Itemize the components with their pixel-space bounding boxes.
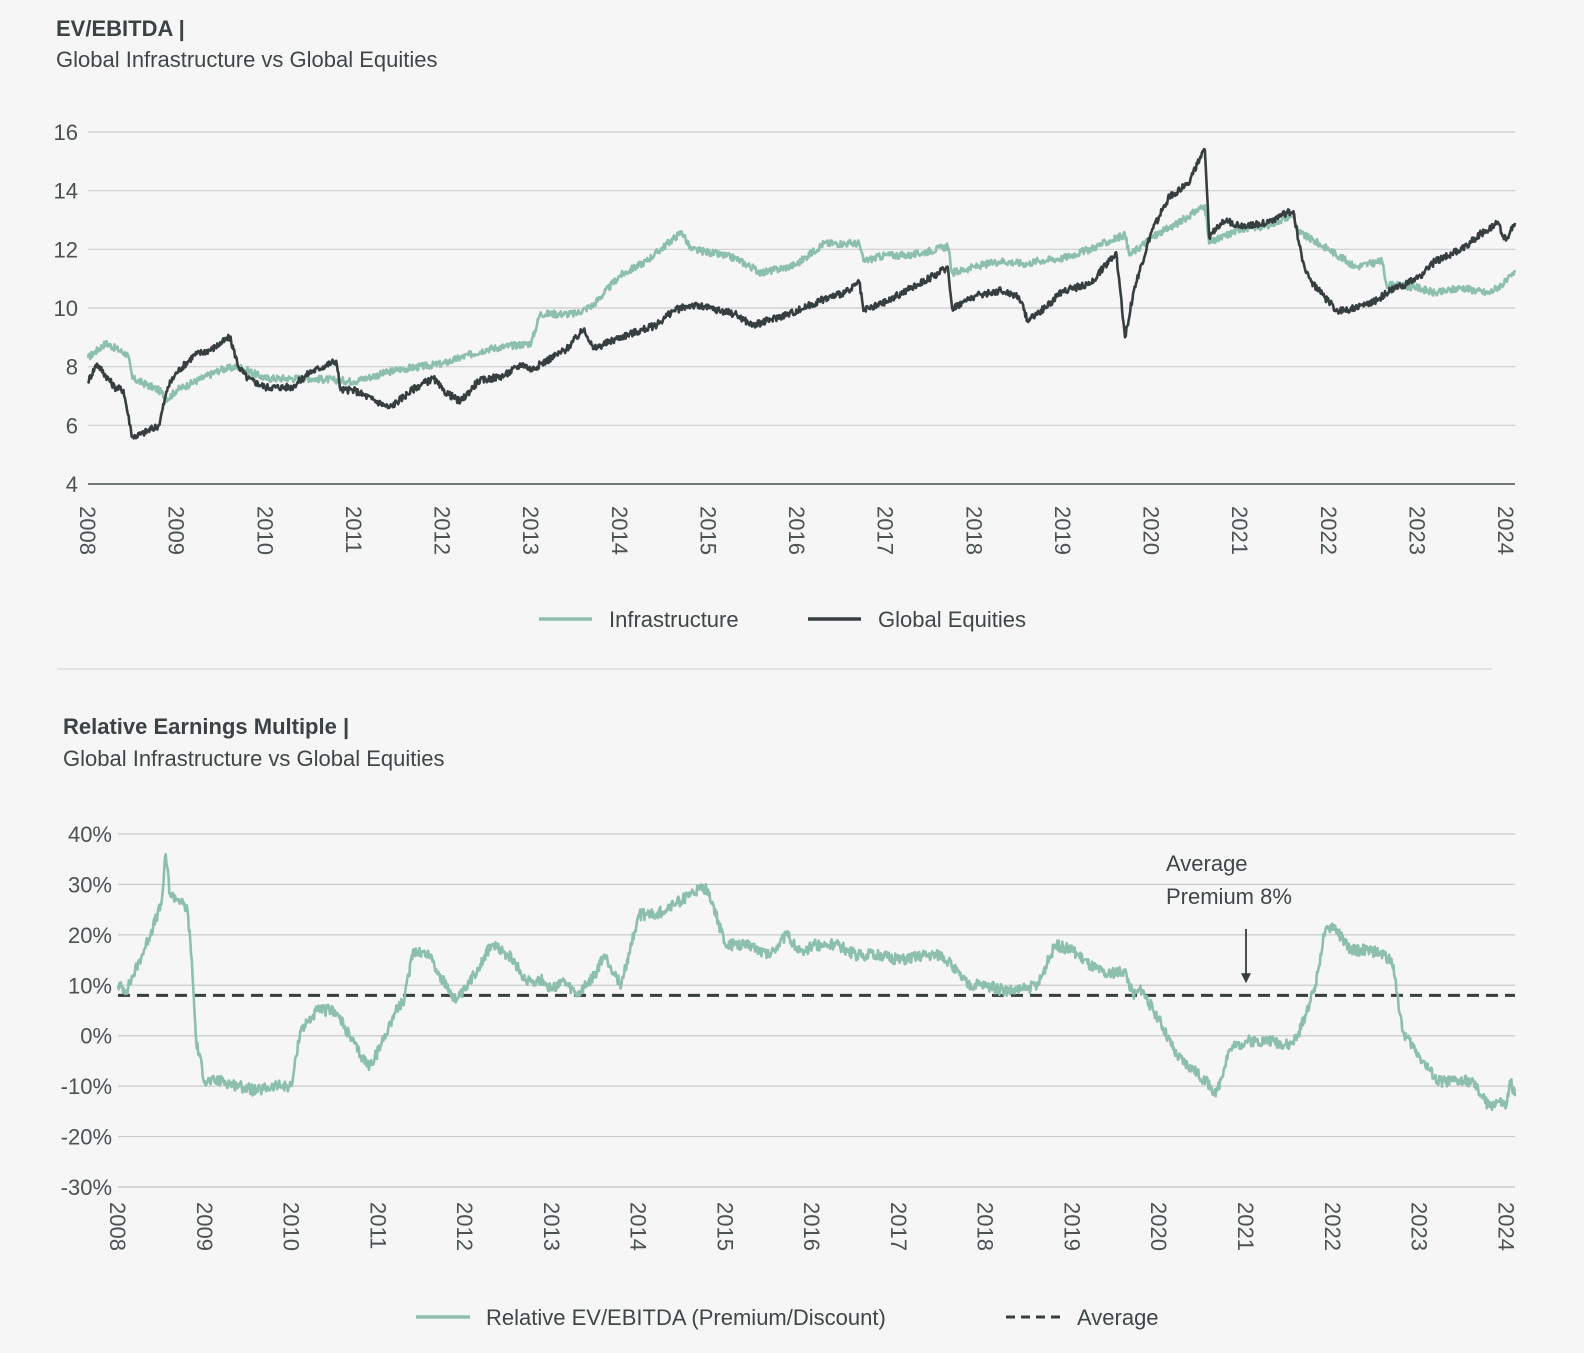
chart1-title: EV/EBITDA | <box>56 16 185 41</box>
x-tick-label: 2009 <box>164 506 189 555</box>
x-tick-label: 2012 <box>430 506 455 555</box>
x-tick-label: 2019 <box>1059 1202 1084 1251</box>
x-tick-label: 2011 <box>341 506 366 553</box>
x-tick-label: 2018 <box>973 1202 998 1251</box>
legend-label-average: Average <box>1077 1305 1159 1330</box>
y-tick-label: 20% <box>68 923 112 948</box>
x-tick-label: 2016 <box>799 1202 824 1251</box>
x-tick-label: 2014 <box>607 506 632 555</box>
x-tick-label: 2013 <box>518 506 543 555</box>
x-tick-label: 2009 <box>192 1202 217 1251</box>
x-tick-label: 2024 <box>1493 1202 1518 1251</box>
y-tick-label: 10% <box>68 973 112 998</box>
x-tick-label: 2008 <box>75 506 100 555</box>
x-tick-label: 2014 <box>626 1202 651 1251</box>
x-tick-label: 2024 <box>1493 506 1518 555</box>
y-tick-label: 4 <box>66 472 78 497</box>
x-tick-label: 2016 <box>784 506 809 555</box>
y-tick-label: 40% <box>68 822 112 847</box>
chart2-subtitle: Global Infrastructure vs Global Equities <box>63 746 445 771</box>
y-tick-label: 10 <box>54 296 78 321</box>
x-tick-label: 2019 <box>1050 506 1075 555</box>
x-tick-label: 2021 <box>1233 1202 1258 1251</box>
y-tick-label: 8 <box>66 355 78 380</box>
y-tick-label: 12 <box>54 237 78 262</box>
series-line-infrastructure <box>86 204 1517 403</box>
chart2-title: Relative Earnings Multiple | <box>63 714 349 739</box>
x-tick-label: 2017 <box>886 1202 911 1251</box>
x-tick-label: 2015 <box>695 506 720 555</box>
x-tick-label: 2020 <box>1139 506 1164 555</box>
legend-label-infrastructure: Infrastructure <box>609 607 739 632</box>
chart1-plot: 4 6 8 10 12 14 16 2008 2009 2010 2011 2012 2013 2014 2… <box>54 120 1519 555</box>
y-tick-label: -30% <box>61 1175 112 1200</box>
x-tick-label: 2008 <box>105 1202 130 1251</box>
x-tick-label: 2023 <box>1405 506 1430 555</box>
x-tick-label: 2010 <box>252 506 277 555</box>
annotation-arrowhead <box>1241 973 1252 984</box>
y-tick-label: 0% <box>80 1024 112 1049</box>
chart2-plot: -30% -20% -10% 0% 10% 20% 30% 40% 2008 2009 2010 20… <box>61 822 1519 1251</box>
x-tick-label: 2011 <box>365 1202 390 1249</box>
series-line-global-equities <box>86 147 1517 440</box>
x-tick-label: 2018 <box>961 506 986 555</box>
x-tick-label: 2021 <box>1227 506 1252 555</box>
y-tick-label: -10% <box>61 1074 112 1099</box>
x-tick-label: 2017 <box>873 506 898 555</box>
x-tick-label: 2020 <box>1146 1202 1171 1251</box>
annotation-line2: Premium 8% <box>1166 884 1292 909</box>
x-tick-label: 2010 <box>279 1202 304 1251</box>
y-tick-label: -20% <box>61 1125 112 1150</box>
x-tick-label: 2012 <box>452 1202 477 1251</box>
annotation-line1: Average <box>1166 851 1248 876</box>
chart1-subtitle: Global Infrastructure vs Global Equities <box>56 47 438 72</box>
x-tick-label: 2022 <box>1316 506 1341 555</box>
x-tick-label: 2015 <box>712 1202 737 1251</box>
y-tick-label: 30% <box>68 872 112 897</box>
x-tick-label: 2023 <box>1407 1202 1432 1251</box>
legend-label-relative: Relative EV/EBITDA (Premium/Discount) <box>486 1305 886 1330</box>
x-tick-label: 2022 <box>1320 1202 1345 1251</box>
series-line-relative-ev-ebitda-premium-discount <box>116 852 1517 1112</box>
x-tick-label: 2013 <box>539 1202 564 1251</box>
y-tick-label: 6 <box>66 413 78 438</box>
y-tick-label: 14 <box>54 179 78 204</box>
legend-label-global-equities: Global Equities <box>878 607 1026 632</box>
y-tick-label: 16 <box>54 120 78 145</box>
